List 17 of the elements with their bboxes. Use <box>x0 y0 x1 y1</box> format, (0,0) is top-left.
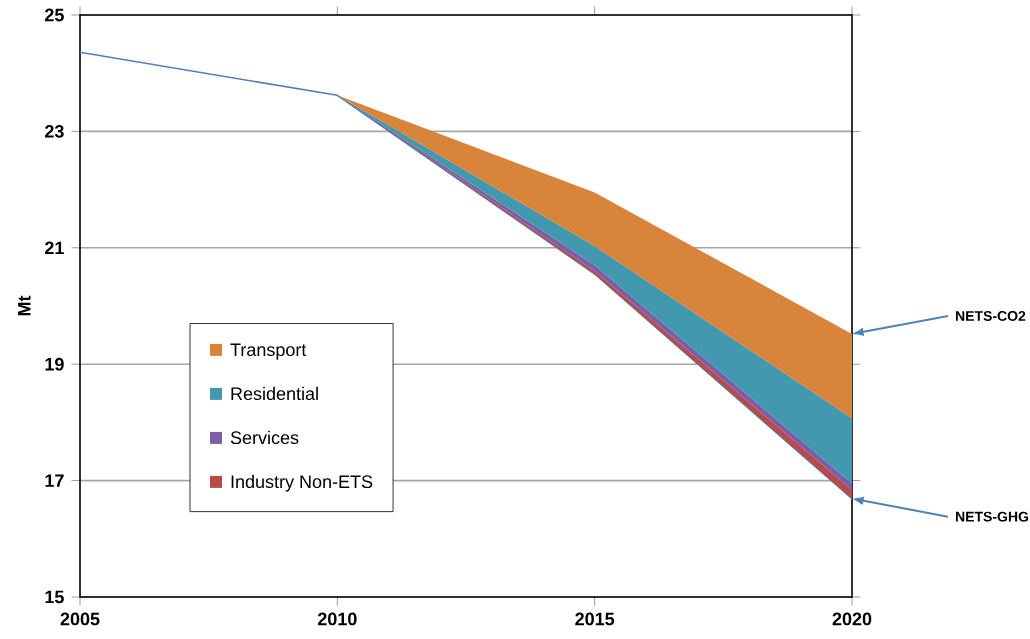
y-tick-label: 15 <box>45 590 64 604</box>
x-tick-label: 2020 <box>832 612 872 626</box>
legend-label: Transport <box>230 343 307 360</box>
text: NETS-CO2 <box>956 311 1026 321</box>
y-tick-label: 23 <box>45 125 64 138</box>
y-axis-title: Mt <box>18 295 31 316</box>
legend-label: Industry Non-ETS <box>231 474 373 492</box>
y-tick-label: 19 <box>45 357 64 371</box>
y-tick-label: 17 <box>45 474 64 487</box>
y-tick-label: 25 <box>45 8 64 22</box>
text: NETS-GHG <box>956 511 1029 522</box>
legend-label: Residential <box>231 386 318 401</box>
y-tick-label: 21 <box>45 241 64 255</box>
x-tick-label: 2010 <box>317 612 357 626</box>
x-tick-label: 2005 <box>60 612 100 626</box>
x-tick-label: 2015 <box>575 612 615 626</box>
legend-label: Services <box>230 430 299 445</box>
